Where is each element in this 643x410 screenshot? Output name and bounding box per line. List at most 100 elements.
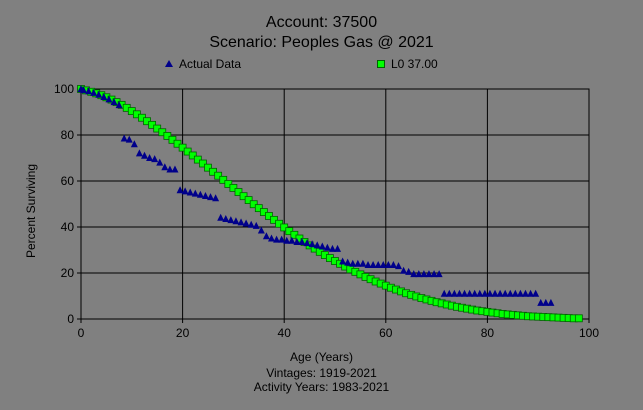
actual-data-point <box>384 260 392 268</box>
y-tick-label: 0 <box>67 312 74 326</box>
actual-data-point <box>237 218 245 226</box>
y-tick-label: 40 <box>61 220 75 234</box>
actual-data-point <box>374 260 382 268</box>
actual-data-point <box>278 235 286 243</box>
actual-data-point <box>227 216 235 224</box>
legend-triangle-marker <box>165 60 173 67</box>
fit-point <box>239 192 248 201</box>
footer-activity-years: Activity Years: 1983-2021 <box>253 380 390 394</box>
actual-data-point <box>349 259 357 267</box>
actual-data-point <box>120 134 128 142</box>
fit-point <box>204 163 212 172</box>
actual-data-point <box>252 221 260 229</box>
actual-data-point <box>532 289 540 297</box>
actual-data-point <box>308 240 316 248</box>
actual-data-point <box>455 289 463 297</box>
legend-actual-data: Actual Data <box>165 57 241 71</box>
fit-point <box>188 151 197 160</box>
actual-data-point <box>389 260 397 268</box>
fit-point <box>178 143 187 152</box>
actual-data-point <box>303 239 311 247</box>
fit-point <box>249 200 258 209</box>
actual-data-point <box>369 260 377 268</box>
actual-data-point <box>212 194 220 202</box>
fit-point <box>168 135 177 144</box>
actual-data-point <box>130 140 138 148</box>
x-tick-label: 40 <box>278 326 292 340</box>
actual-data-point <box>318 242 326 250</box>
actual-data-point <box>339 257 347 265</box>
fit-point <box>214 171 223 180</box>
actual-data-point <box>181 187 189 195</box>
fit-point <box>183 147 192 156</box>
actual-data-point <box>334 244 342 252</box>
actual-data-point <box>537 298 545 306</box>
actual-data-point <box>527 289 535 297</box>
fit-point <box>270 215 278 224</box>
actual-data-point <box>425 270 433 278</box>
chart-subtitle: Scenario: Peoples Gas @ 2021 <box>209 34 434 51</box>
actual-data-point <box>207 193 215 201</box>
actual-data-point <box>359 259 367 267</box>
x-tick-label: 0 <box>78 326 85 340</box>
fit-point <box>259 208 268 216</box>
actual-data-point <box>415 270 423 278</box>
actual-data-point <box>293 237 301 245</box>
legend-fit-label: L0 37.00 <box>391 57 438 71</box>
actual-data-point <box>511 289 519 297</box>
fit-point <box>254 204 263 213</box>
actual-data-point <box>435 270 443 278</box>
actual-data-point <box>135 149 143 157</box>
fit-point <box>265 212 273 220</box>
actual-data-point <box>522 289 529 297</box>
footer-vintages: Vintages: 1919-2021 <box>266 366 377 380</box>
actual-data-point <box>410 270 418 278</box>
actual-data-point <box>141 151 148 159</box>
fit-point <box>173 139 182 148</box>
actual-data-point <box>85 87 93 95</box>
actual-data-point <box>232 217 240 225</box>
actual-data-point <box>420 270 428 278</box>
y-tick-label: 100 <box>54 82 74 96</box>
actual-data-point <box>379 260 387 268</box>
actual-data-point <box>430 270 438 278</box>
actual-data-point <box>166 165 174 173</box>
actual-data-point <box>395 262 402 270</box>
actual-data-point <box>496 289 504 297</box>
fit-point <box>224 180 233 188</box>
plot-area <box>80 88 590 320</box>
legend-fit-curve: L0 37.00 <box>377 57 438 71</box>
fit-point <box>219 175 228 184</box>
actual-data-point <box>476 289 484 297</box>
fit-point <box>193 155 202 164</box>
actual-data-point <box>156 158 164 166</box>
actual-data-point <box>547 298 555 306</box>
y-axis-label: Percent Surviving <box>24 163 38 259</box>
actual-data-point <box>506 289 514 297</box>
actual-data-point <box>542 298 550 306</box>
actual-data-point <box>262 232 270 240</box>
actual-data-point <box>491 289 499 297</box>
y-tick-label: 80 <box>61 128 75 142</box>
actual-data-point <box>217 213 225 221</box>
actual-data-point <box>257 226 265 234</box>
actual-data-point <box>461 289 469 297</box>
actual-data-point <box>405 267 413 275</box>
actual-data-point <box>125 135 133 143</box>
actual-data-point <box>354 259 362 267</box>
actual-data-point <box>364 260 372 268</box>
fit-point <box>234 188 243 196</box>
actual-data-point <box>90 88 98 96</box>
actual-data-point <box>450 289 458 297</box>
actual-data-point <box>95 90 103 98</box>
actual-data-point <box>400 266 408 274</box>
actual-data-point <box>242 219 250 227</box>
actual-data-point <box>481 289 489 297</box>
actual-data-point <box>176 186 184 194</box>
actual-data-point <box>151 155 159 163</box>
actual-data-point <box>501 289 509 297</box>
actual-data-point <box>146 154 154 161</box>
y-tick-label: 20 <box>61 266 75 280</box>
actual-data-point <box>196 190 204 198</box>
